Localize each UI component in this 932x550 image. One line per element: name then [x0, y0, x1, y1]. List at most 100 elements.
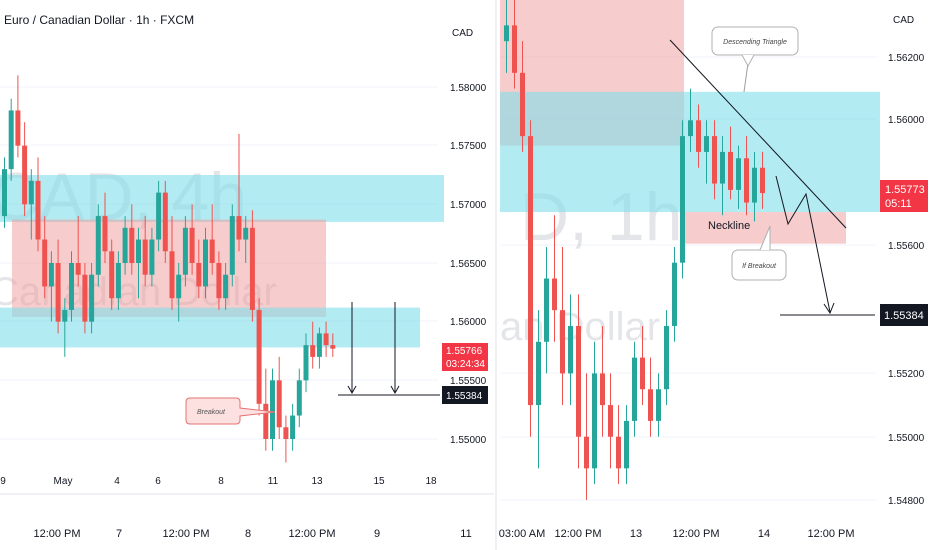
- breakout-label: Breakout: [197, 409, 226, 416]
- price-tick-label: 1.56000: [888, 115, 925, 126]
- right-price-axis: 1.56200 1.56000 1.55600 1.55200 1.55000 1.548…: [888, 53, 925, 507]
- time-tick-label: 12:00 PM: [807, 528, 854, 540]
- support-zone: [0, 307, 420, 348]
- projected-path-head: [823, 302, 835, 315]
- candle-body: [236, 216, 242, 240]
- price-tick-label: 1.57000: [450, 200, 487, 211]
- candle-body: [752, 167, 757, 203]
- candle-body: [229, 216, 235, 275]
- candle-body: [189, 227, 195, 263]
- candle-body: [69, 263, 74, 310]
- time-tick-label: 13: [311, 476, 323, 487]
- candle-body: [504, 25, 509, 42]
- candle-body: [520, 72, 525, 137]
- candle-body: [624, 420, 629, 469]
- time-tick-label: 03:00 AM: [499, 528, 545, 540]
- candle-body: [316, 333, 322, 357]
- candle-body: [22, 145, 28, 205]
- breakout-callout-right: [731, 249, 787, 281]
- candle-body: [720, 151, 725, 184]
- candle-body: [536, 341, 541, 406]
- candle-body: [544, 278, 549, 342]
- candle-body: [136, 239, 141, 263]
- left-last-price-tag: 1.55766 03:24:34: [442, 343, 488, 371]
- left-target-price-tag: 1.55384: [442, 386, 488, 404]
- candle-body: [263, 403, 269, 439]
- candle-body: [323, 333, 329, 346]
- price-tick-label: 1.56000: [450, 317, 487, 328]
- candle-body: [512, 25, 517, 73]
- candle-body: [640, 357, 645, 390]
- candle-body: [664, 325, 669, 390]
- left-time-axis: 9 May 4 6 8 11 13 15 18: [0, 476, 437, 487]
- price-tick-label: 1.55500: [450, 376, 487, 387]
- candle-body: [680, 136, 685, 263]
- candle-body: [744, 158, 749, 203]
- candle-body: [28, 180, 34, 205]
- time-tick-label: May: [54, 476, 73, 487]
- candle-body: [728, 151, 733, 190]
- candle-body: [712, 136, 717, 184]
- candle-body: [243, 227, 249, 240]
- candle-body: [656, 389, 661, 421]
- breakout-callout-right-tail: [759, 225, 771, 251]
- time-tick-label: 12:00 PM: [33, 528, 80, 540]
- candle-body: [122, 227, 128, 263]
- candle-body: [209, 239, 215, 263]
- right-candles: [504, 0, 765, 500]
- candle-body: [129, 227, 135, 263]
- candle-body: [760, 167, 765, 194]
- candle-body: [48, 263, 54, 287]
- candle-body: [156, 192, 162, 240]
- projected-path: [775, 175, 831, 313]
- candle-body: [600, 373, 605, 406]
- candle-body: [648, 389, 653, 421]
- left-chart-title: Euro / Canadian Dollar · 1h · FXCM: [4, 13, 194, 27]
- candle-body: [290, 415, 296, 439]
- candle-body: [95, 216, 101, 275]
- candle-body: [223, 274, 229, 299]
- candle-body: [89, 274, 95, 322]
- right-target-price-tag: 1.55384: [880, 304, 928, 326]
- candle-body: [42, 239, 48, 287]
- candle-body: [142, 239, 148, 275]
- triangle-callout-tail: [741, 54, 755, 68]
- left-target-price-bg: [442, 386, 488, 404]
- candle-body: [608, 405, 613, 437]
- left-last-price: 1.55766: [446, 346, 483, 357]
- left-arrow-2-head: [390, 385, 400, 395]
- candle-body: [688, 120, 693, 137]
- price-tick-label: 1.56500: [450, 259, 487, 270]
- candle-body: [584, 436, 589, 469]
- time-tick-label: 6: [155, 476, 161, 487]
- candle-body: [203, 239, 208, 287]
- candle-body: [256, 309, 262, 404]
- price-tick-label: 1.58000: [450, 83, 487, 94]
- left-last-price-bg: [442, 343, 488, 371]
- candle-body: [169, 251, 175, 299]
- triangle-callout-label: Descending Triangle: [723, 39, 787, 46]
- candle-body: [55, 263, 61, 322]
- candle-body: [102, 216, 108, 252]
- candle-body: [182, 227, 188, 275]
- time-tick-label: 11: [460, 528, 471, 540]
- candle-body: [149, 239, 155, 275]
- right-target-price-bg: [880, 304, 928, 326]
- triangle-callout: [711, 26, 799, 56]
- price-tick-label: 1.55200: [888, 369, 925, 380]
- price-tick-label: 1.56200: [888, 53, 925, 64]
- right-last-price-bg: [880, 180, 928, 212]
- left-lower-axis-band: [0, 495, 494, 550]
- left-target-price: 1.55384: [446, 391, 483, 402]
- candle-body: [196, 263, 202, 287]
- candle-body: [592, 373, 597, 469]
- candle-body: [2, 169, 7, 217]
- candle-body: [696, 120, 701, 152]
- left-drawings: Breakout: [185, 302, 440, 425]
- breakout-callout: [185, 397, 276, 425]
- right-countdown: 05:11: [885, 198, 912, 210]
- left-lower-time-axis: 12:00 PM 7 12:00 PM 8 12:00 PM 9 11: [33, 528, 471, 540]
- time-tick-label: 9: [374, 528, 380, 540]
- time-tick-label: 11: [268, 476, 279, 487]
